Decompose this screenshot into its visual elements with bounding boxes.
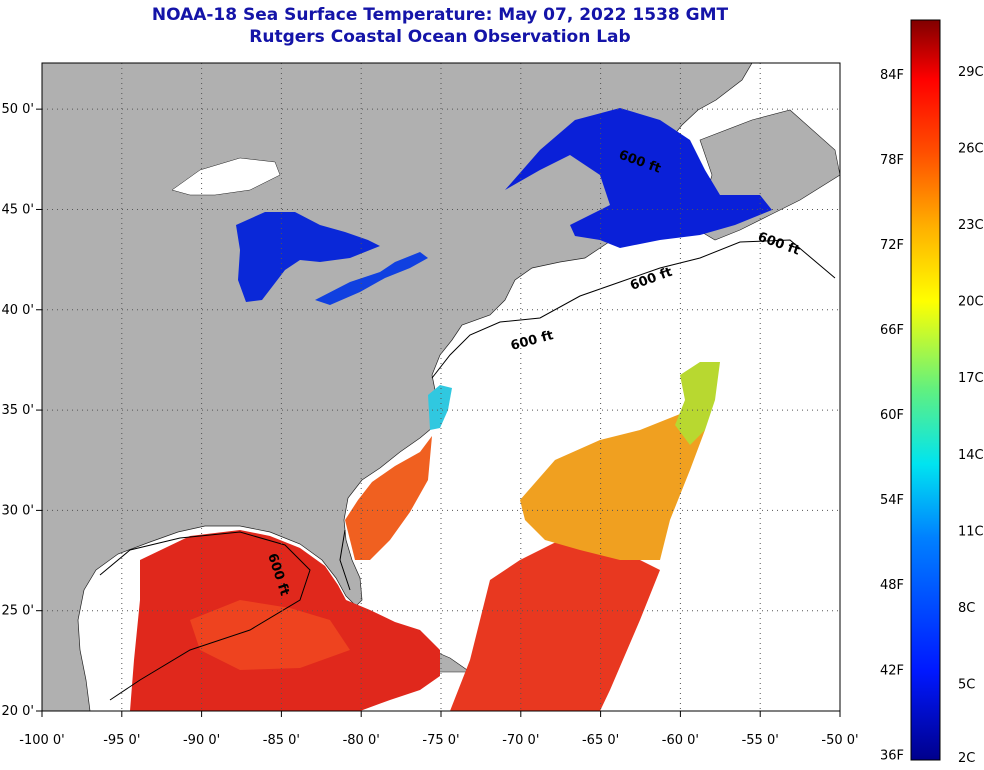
celsius-label: 23C — [958, 218, 984, 233]
great-lakes-sst — [236, 212, 380, 302]
map-title: NOAA-18 Sea Surface Temperature: May 07,… — [151, 5, 729, 25]
fahrenheit-label: 36F — [880, 748, 904, 763]
fahrenheit-label: 84F — [880, 68, 904, 83]
celsius-label: 17C — [958, 371, 984, 386]
atlantic-central-sst — [520, 410, 705, 560]
map-subtitle: Rutgers Coastal Ocean Observation Lab — [249, 27, 631, 47]
lon-tick-label: -80 0' — [343, 733, 380, 748]
fahrenheit-label: 54F — [880, 493, 904, 508]
lat-tick-label: 45 0' — [1, 202, 34, 217]
lon-tick-label: -70 0' — [502, 733, 539, 748]
lon-tick-label: -65 0' — [582, 733, 619, 748]
celsius-labels: 29C 26C 23C 20C 17C 14C 11C 8C 5C 2C — [958, 65, 984, 766]
lon-tick-label: -60 0' — [662, 733, 699, 748]
lon-tick-label: -90 0' — [183, 733, 220, 748]
latitude-axis: 20 0' 25 0' 30 0' 35 0' 40 0' 45 0' 50 0' — [1, 102, 42, 719]
celsius-label: 29C — [958, 65, 984, 80]
celsius-label: 2C — [958, 751, 975, 766]
lat-tick-label: 40 0' — [1, 303, 34, 318]
longitude-axis: -100 0' -95 0' -90 0' -85 0' -80 0' -75 0' -70… — [19, 711, 859, 748]
celsius-label: 14C — [958, 448, 984, 463]
celsius-label: 26C — [958, 142, 984, 157]
fahrenheit-label: 72F — [880, 238, 904, 253]
lon-tick-label: -100 0' — [19, 733, 64, 748]
atlantic-south-sst — [450, 540, 660, 711]
lat-tick-label: 30 0' — [1, 503, 34, 518]
celsius-label: 5C — [958, 677, 975, 692]
coastal-warm-band — [345, 436, 432, 560]
fahrenheit-labels: 84F 78F 72F 66F 60F 54F 48F 42F 36F — [880, 68, 904, 763]
fahrenheit-label: 78F — [880, 153, 904, 168]
lat-tick-label: 50 0' — [1, 102, 34, 117]
color-scale-bar — [910, 19, 941, 761]
lake-superior-ice — [171, 157, 281, 196]
lon-tick-label: -85 0' — [263, 733, 300, 748]
fahrenheit-label: 66F — [880, 323, 904, 338]
lon-tick-label: -75 0' — [422, 733, 459, 748]
atlantic-north-sst — [675, 362, 720, 445]
lat-tick-label: 35 0' — [1, 403, 34, 418]
lon-tick-label: -55 0' — [742, 733, 779, 748]
fahrenheit-label: 48F — [880, 578, 904, 593]
gulf-loop-current — [190, 600, 350, 670]
lon-tick-label: -95 0' — [103, 733, 140, 748]
lon-tick-label: -50 0' — [821, 733, 858, 748]
st-lawrence-sst — [505, 108, 772, 248]
celsius-label: 8C — [958, 601, 975, 616]
fahrenheit-label: 42F — [880, 663, 904, 678]
celsius-label: 11C — [958, 524, 984, 539]
grid-lines — [42, 63, 840, 711]
celsius-label: 20C — [958, 295, 984, 310]
lat-tick-label: 25 0' — [1, 604, 34, 619]
fahrenheit-label: 60F — [880, 408, 904, 423]
lat-tick-label: 20 0' — [1, 704, 34, 719]
depth-contour-600ft — [99, 239, 836, 701]
lake-erie-ontario-sst — [315, 252, 428, 305]
mid-atlantic-cold-water — [428, 385, 452, 430]
